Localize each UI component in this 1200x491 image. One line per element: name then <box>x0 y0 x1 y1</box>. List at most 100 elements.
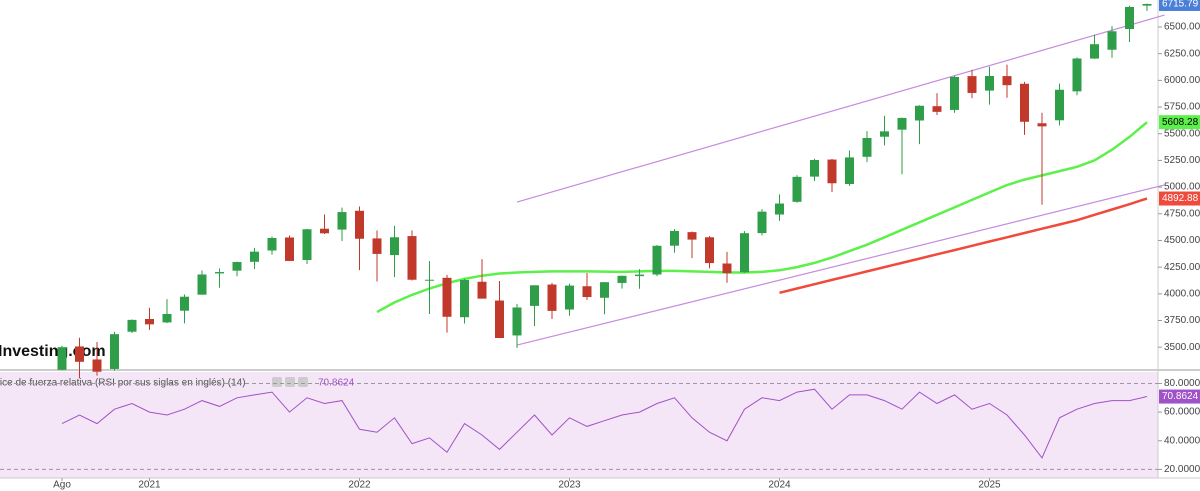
button[interactable] <box>298 377 308 387</box>
candle-body <box>635 274 644 277</box>
x-tick-label: 2025 <box>978 480 1001 491</box>
y-tick-label: 6250.00 <box>1164 48 1200 59</box>
candle-body <box>985 75 994 91</box>
candle-body <box>162 313 172 323</box>
candle-body <box>250 251 259 262</box>
candle-body <box>915 105 924 121</box>
y-tick-label: 60.0000 <box>1164 407 1200 418</box>
x-tick-label: Ago <box>53 480 71 491</box>
y-tick-label: 4750.00 <box>1164 208 1200 219</box>
candle-body <box>845 157 854 184</box>
candle-body <box>75 346 84 362</box>
y-tick-label: 20.0000 <box>1164 464 1200 475</box>
candle-body <box>267 238 277 251</box>
watermark: Investing.com <box>0 343 106 360</box>
candle-body <box>302 229 312 260</box>
candle-body <box>600 282 609 298</box>
last-value-tag <box>1159 191 1200 206</box>
candle-body <box>57 347 67 370</box>
candle-body <box>197 274 207 295</box>
last-value-label: 6715.79 <box>1162 0 1199 10</box>
candle-body <box>530 285 539 306</box>
candle-body <box>670 230 679 246</box>
last-value-label: 5608.28 <box>1162 117 1199 128</box>
candle-body <box>1072 58 1082 92</box>
button[interactable] <box>285 377 295 387</box>
candle-body <box>127 319 137 332</box>
candle-body <box>582 286 592 298</box>
rsi-panel <box>0 372 1158 478</box>
candle-body <box>827 159 837 184</box>
last-value-tag <box>1159 0 1200 11</box>
moving-average <box>779 197 1148 295</box>
y-tick-label: 5250.00 <box>1164 155 1200 166</box>
candle-body <box>372 238 382 254</box>
y-tick-label: 3750.00 <box>1164 315 1200 326</box>
y-tick-label: 40.0000 <box>1164 435 1200 446</box>
candle-body <box>337 212 347 230</box>
candle-body <box>652 245 662 275</box>
candle-body <box>495 300 504 339</box>
candle-body <box>617 275 627 283</box>
y-tick-label: 6500.00 <box>1164 22 1200 33</box>
candle-body <box>180 296 189 311</box>
button[interactable] <box>272 377 282 387</box>
trendline <box>516 184 1165 346</box>
candle-body <box>740 233 749 273</box>
x-tick-label: 2024 <box>768 480 791 491</box>
rsi-line <box>61 388 1148 459</box>
candle-body <box>687 232 697 240</box>
rsi-value: 70.8624 <box>318 378 355 389</box>
moving-average <box>376 121 1148 314</box>
x-tick-label: 2023 <box>558 480 581 491</box>
x-tick-label: 2022 <box>348 480 371 491</box>
candle-body <box>425 279 434 281</box>
candle-body <box>1020 83 1029 122</box>
last-value-tag <box>1159 115 1200 130</box>
candle-body <box>757 211 767 234</box>
candle-body <box>775 203 784 215</box>
candle-body <box>722 263 732 274</box>
y-tick-label: 5750.00 <box>1164 102 1200 113</box>
candle-body <box>145 319 154 325</box>
y-tick-label: 4250.00 <box>1164 262 1200 273</box>
candle-body <box>390 237 399 256</box>
candle-body <box>215 272 224 274</box>
candle-body <box>477 281 487 299</box>
y-tick-label: 3500.00 <box>1164 342 1200 353</box>
candle-body <box>897 117 907 130</box>
candle-body <box>110 334 119 369</box>
candle-body <box>565 285 574 310</box>
candle-body <box>1142 3 1152 6</box>
y-tick-label: 80.0000 <box>1164 378 1200 389</box>
candle-body <box>1090 44 1099 59</box>
candle-body <box>232 262 242 271</box>
candle-body <box>460 279 469 318</box>
candle-body <box>92 359 102 372</box>
y-tick-label: 6000.00 <box>1164 75 1200 86</box>
last-value-tag <box>1159 389 1200 404</box>
candle-body <box>512 307 522 336</box>
candle-body <box>967 76 977 93</box>
last-value-label: 70.8624 <box>1162 391 1199 402</box>
candle-body <box>950 76 959 110</box>
candle-body <box>407 236 417 280</box>
candle-body <box>932 106 942 112</box>
trendline <box>516 14 1165 203</box>
candle-body <box>1055 89 1064 121</box>
candle-body <box>1002 76 1012 86</box>
candle-body <box>862 138 872 157</box>
rsi-buttons <box>272 377 308 387</box>
candle-body <box>810 159 819 177</box>
candle-body <box>792 176 802 202</box>
candle-body <box>1037 123 1047 127</box>
candle-body <box>547 284 557 311</box>
y-tick-label: 4000.00 <box>1164 288 1200 299</box>
y-tick-label: 5500.00 <box>1164 128 1200 139</box>
y-tick-label: 4500.00 <box>1164 235 1200 246</box>
candle-body <box>705 237 714 264</box>
candle-body <box>880 131 889 137</box>
candle-body <box>320 228 329 234</box>
